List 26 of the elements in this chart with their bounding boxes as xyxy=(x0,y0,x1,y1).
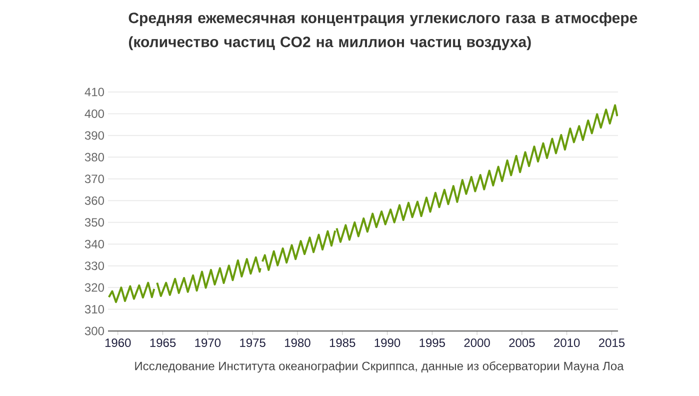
text: Исследование Института океанографии Скриппса, данные из обсерватории Мауна Лоа xyxy=(135,361,624,373)
x-tick-label: 1990 xyxy=(374,338,400,348)
y-tick-label: 390 xyxy=(84,131,104,140)
y-tick-label: 370 xyxy=(84,174,104,184)
x-tick-label: 1975 xyxy=(240,338,266,348)
y-tick-label: 410 xyxy=(84,88,104,96)
y-tick-label: 320 xyxy=(84,283,104,292)
x-tick-label: 1970 xyxy=(195,338,221,348)
y-tick-label: 350 xyxy=(84,218,104,227)
y-tick-label: 330 xyxy=(84,262,104,270)
x-tick-label: 2015 xyxy=(598,338,625,348)
y-tick-label: 400 xyxy=(84,109,104,118)
y-tick-label: 300 xyxy=(84,326,104,336)
x-tick-label: 1980 xyxy=(285,338,310,348)
x-tick-label: 2000 xyxy=(464,338,490,348)
x-tick-label: 1995 xyxy=(420,338,445,348)
x-tick-label: 1965 xyxy=(150,338,176,348)
x-tick-label: 1960 xyxy=(105,338,131,348)
x-tick-label: 2010 xyxy=(554,338,580,348)
chart-title: Средняя ежемесячная концентрация углекислого газа в атмосфере (количество частиц CO2 на миллион частиц воздуха) xyxy=(128,12,638,50)
y-tick-label: 340 xyxy=(84,240,104,248)
y-tick-label: 380 xyxy=(84,152,104,162)
x-tick-label: 1985 xyxy=(330,338,356,348)
y-tick-label: 360 xyxy=(84,196,104,205)
x-tick-label: 2005 xyxy=(509,338,535,348)
y-tick-label: 310 xyxy=(84,305,104,314)
